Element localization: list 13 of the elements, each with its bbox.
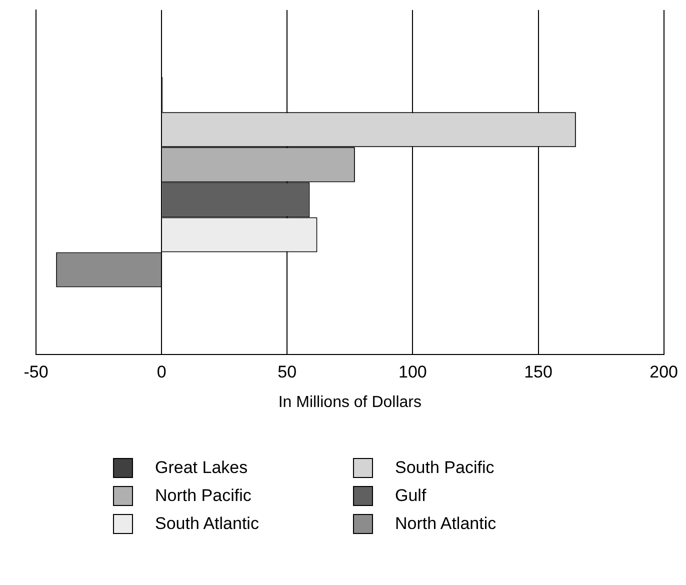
- x-tick-label: 50: [278, 362, 297, 382]
- legend-label: Great Lakes: [155, 458, 248, 478]
- x-tick-label: -50: [24, 362, 48, 382]
- x-tick-label: 150: [524, 362, 552, 382]
- legend-label: North Atlantic: [395, 514, 496, 534]
- x-axis-title: In Millions of Dollars: [278, 394, 422, 411]
- x-tick-label: 100: [398, 362, 427, 382]
- legend-label: North Pacific: [155, 486, 252, 506]
- x-tick-label: 200: [650, 362, 678, 382]
- legend-label: South Pacific: [395, 458, 494, 478]
- legend-label: South Atlantic: [155, 514, 259, 534]
- x-tick-label: 0: [156, 362, 166, 382]
- legend-label: Gulf: [395, 486, 426, 506]
